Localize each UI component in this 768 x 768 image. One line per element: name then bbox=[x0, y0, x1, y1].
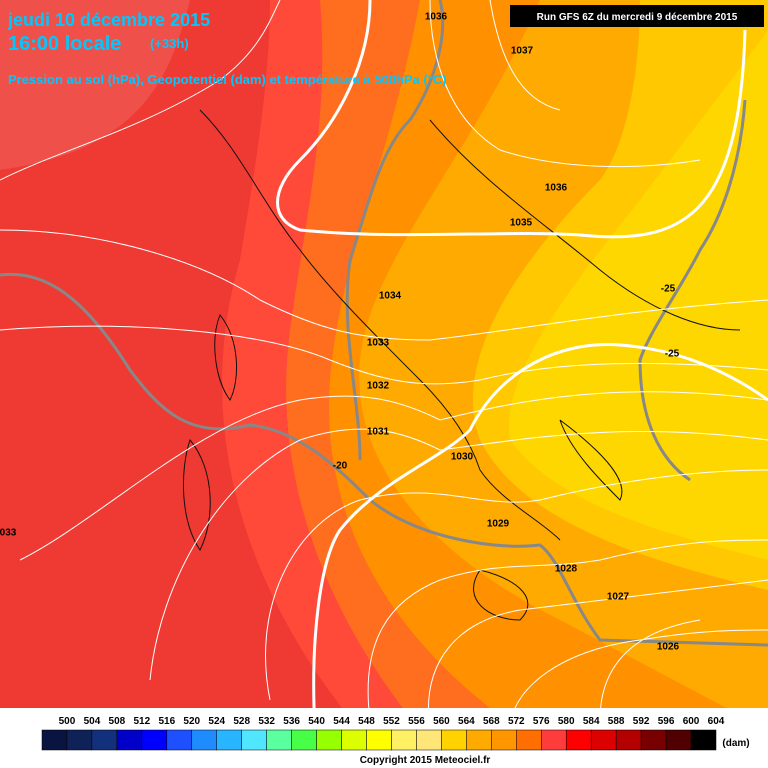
legend-swatch bbox=[640, 729, 667, 751]
isobar-label: 1035 bbox=[510, 218, 533, 229]
legend-swatch bbox=[141, 729, 168, 751]
isobar-label: 1031 bbox=[367, 427, 390, 438]
legend-level: 556 bbox=[408, 716, 425, 727]
legend-swatch bbox=[516, 729, 542, 751]
isobar-label: 1037 bbox=[511, 46, 534, 57]
isobar-label: 1033 bbox=[367, 338, 390, 349]
legend-level: 536 bbox=[283, 716, 300, 727]
legend-swatch bbox=[615, 729, 642, 751]
legend-level: 528 bbox=[233, 716, 250, 727]
fields-description: Pression au sol (hPa), Geopotentiel (dam… bbox=[8, 72, 447, 87]
legend-level: 580 bbox=[558, 716, 575, 727]
legend-level: 508 bbox=[109, 716, 126, 727]
copyright: Copyright 2015 Meteociel.fr bbox=[360, 755, 491, 766]
legend-level: 604 bbox=[708, 716, 725, 727]
legend-swatch bbox=[191, 729, 217, 751]
legend-unit: (dam) bbox=[722, 738, 749, 749]
coastlines bbox=[183, 109, 741, 621]
legend-swatch bbox=[416, 729, 442, 751]
legend-swatch bbox=[241, 729, 267, 751]
isobar-labels: 1036 1037 1036 1035 1034 1033 1032 1031 … bbox=[0, 12, 680, 653]
legend-level: 576 bbox=[533, 716, 550, 727]
legend-level: 564 bbox=[458, 716, 475, 727]
legend-swatch bbox=[116, 729, 143, 751]
legend-swatch bbox=[665, 729, 692, 751]
legend-swatch bbox=[391, 729, 417, 751]
lead-time: (+33h) bbox=[150, 36, 189, 51]
legend-swatch bbox=[66, 729, 93, 751]
legend-swatch bbox=[216, 729, 242, 751]
legend-level: 588 bbox=[608, 716, 625, 727]
isobar-label: 1030 bbox=[451, 452, 474, 463]
isobar-label: 1034 bbox=[379, 291, 402, 302]
legend-level: 524 bbox=[208, 716, 225, 727]
legend-swatch bbox=[491, 729, 517, 751]
legend-swatch bbox=[466, 729, 492, 751]
legend-swatch bbox=[366, 729, 392, 751]
legend-level: 596 bbox=[658, 716, 675, 727]
legend-swatch bbox=[316, 729, 342, 751]
legend-swatch bbox=[166, 729, 193, 751]
forecast-time: 16:00 locale bbox=[8, 33, 121, 55]
legend-level: 540 bbox=[308, 716, 325, 727]
legend-level: 544 bbox=[333, 716, 350, 727]
legend-level: 560 bbox=[433, 716, 450, 727]
run-info: Run GFS 6Z du mercredi 9 décembre 2015 bbox=[537, 12, 738, 23]
isobar-label: 1036 bbox=[425, 12, 448, 23]
legend-swatch bbox=[690, 729, 717, 751]
isobar-label: 1032 bbox=[367, 381, 390, 392]
legend-swatch bbox=[91, 729, 118, 751]
legend-swatch bbox=[565, 729, 592, 751]
legend-swatch bbox=[41, 729, 68, 751]
isobar-label: 1026 bbox=[657, 642, 680, 653]
legend-level: 600 bbox=[683, 716, 700, 727]
legend-level: 516 bbox=[158, 716, 175, 727]
thick-isohypses bbox=[276, 0, 768, 731]
isobar-label: 1027 bbox=[607, 592, 630, 603]
legend-level: 572 bbox=[508, 716, 525, 727]
legend-level: 548 bbox=[358, 716, 375, 727]
temperature-label: -25 bbox=[665, 349, 680, 360]
temperature-label: -20 bbox=[333, 461, 348, 472]
legend-swatch bbox=[266, 729, 292, 751]
legend-level: 568 bbox=[483, 716, 500, 727]
legend-level: 512 bbox=[134, 716, 151, 727]
legend-level: 584 bbox=[583, 716, 600, 727]
legend-level: 592 bbox=[633, 716, 650, 727]
isobar-label: 1028 bbox=[555, 564, 578, 575]
borders bbox=[0, 0, 768, 647]
legend-swatch bbox=[441, 729, 467, 751]
legend-level: 500 bbox=[59, 716, 76, 727]
isobar-label: 1036 bbox=[545, 183, 568, 194]
legend: 500 504 508 512 516 520 524 528 532 536 540 544 548 5… bbox=[41, 716, 725, 751]
legend-level: 552 bbox=[383, 716, 400, 727]
isobar-label: 033 bbox=[0, 528, 17, 539]
isobars bbox=[0, 0, 768, 731]
run-box bbox=[510, 5, 764, 27]
isobar-label: 1029 bbox=[487, 519, 510, 530]
legend-swatch bbox=[590, 729, 617, 751]
legend-swatch bbox=[341, 729, 367, 751]
legend-level: 520 bbox=[183, 716, 200, 727]
legend-level: 504 bbox=[84, 716, 101, 727]
temperature-label: -25 bbox=[661, 284, 676, 295]
legend-swatch bbox=[291, 729, 317, 751]
legend-swatch bbox=[541, 729, 567, 751]
legend-level: 532 bbox=[258, 716, 275, 727]
forecast-date: jeudi 10 décembre 2015 bbox=[7, 10, 210, 30]
